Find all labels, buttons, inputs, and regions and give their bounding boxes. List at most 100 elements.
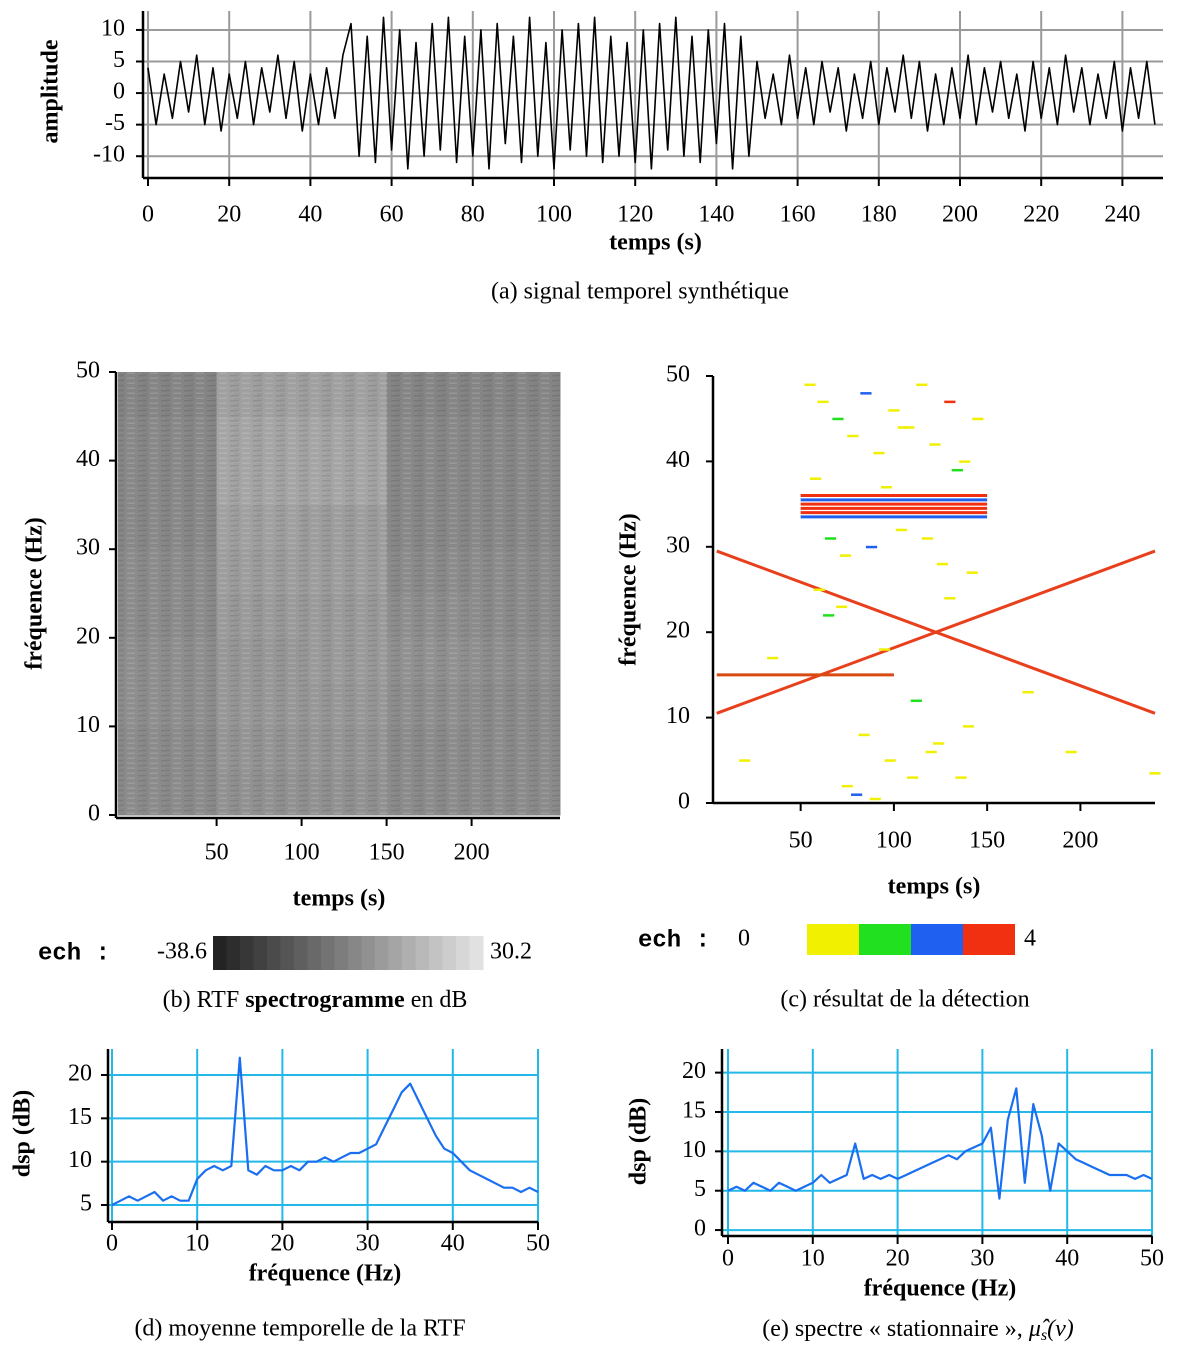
colorbar-step <box>226 936 241 970</box>
detection-dash <box>767 656 779 660</box>
detection-dash <box>906 776 919 779</box>
y-tick-label: 10 <box>68 1147 92 1173</box>
x-tick-label: 160 <box>780 202 816 228</box>
detection-dash <box>847 434 859 438</box>
y-tick-label: 10 <box>76 712 100 738</box>
detection-dash <box>910 699 922 703</box>
y-tick-label: 20 <box>682 1058 706 1084</box>
colorbar-step <box>361 936 376 970</box>
colorbar-title: ech : <box>638 927 710 954</box>
y-tick-label: -5 <box>105 110 125 136</box>
y-axis-title: dsp (dB) <box>626 1098 652 1185</box>
colorbar-step <box>280 936 295 970</box>
x-tick-label: 10 <box>185 1231 209 1257</box>
caption-part: (ν) <box>1047 1316 1074 1342</box>
x-tick-label: 150 <box>969 828 1005 854</box>
colorbar-step <box>267 936 281 970</box>
x-tick-label: 20 <box>886 1246 910 1272</box>
detection-dash <box>936 562 948 566</box>
y-tick-label: 15 <box>682 1097 706 1123</box>
detection-dash <box>1065 750 1077 754</box>
colorbar-step <box>859 924 911 955</box>
detection-dash <box>921 537 934 540</box>
colorbar-step <box>213 936 227 970</box>
colorbar-step <box>469 936 484 970</box>
x-tick-label: 0 <box>142 202 154 228</box>
x-tick-label: 50 <box>205 840 229 866</box>
colorbar-step <box>807 924 859 955</box>
detection-dash <box>836 605 848 609</box>
y-tick-label: 10 <box>101 15 125 41</box>
caption-part: s <box>1041 1327 1047 1344</box>
detection-dash <box>955 776 967 779</box>
y-tick-label: 40 <box>666 447 690 473</box>
detection-dash <box>888 409 900 412</box>
detection-dash <box>873 451 885 455</box>
caption: (b) RTF spectrogramme en dB <box>163 987 468 1013</box>
y-tick-label: 0 <box>694 1216 706 1242</box>
x-tick-label: 100 <box>536 202 572 228</box>
y-tick-label: 40 <box>76 446 100 472</box>
axes-layer: 0 20 40 60 80 100 120 140 160 180 200 220 240-10-505… <box>10 11 1164 1302</box>
colorbar-step <box>456 936 470 970</box>
colorbar-step <box>348 936 362 970</box>
colorbar-max: 4 <box>1024 926 1036 952</box>
y-tick-label: 10 <box>666 703 690 729</box>
detection-dash <box>884 759 896 762</box>
caption-part: en dB <box>411 987 468 1013</box>
detection-dash <box>817 400 829 404</box>
x-tick-label: 50 <box>1140 1246 1164 1272</box>
detection-dash <box>851 793 863 796</box>
colorbar-step <box>415 936 430 970</box>
detection-dash <box>865 545 878 549</box>
colorbar-step <box>963 924 1015 955</box>
y-axis-title: amplitude <box>38 39 64 143</box>
x-axis-title: temps (s) <box>293 886 386 912</box>
x-tick-label: 20 <box>217 202 241 228</box>
x-tick-label: 50 <box>789 828 813 854</box>
caption: (c) résultat de la détection <box>780 987 1029 1013</box>
detection-dash <box>869 797 881 801</box>
grid-layer <box>108 11 1163 1236</box>
y-tick-label: 20 <box>76 623 100 649</box>
detection-dash <box>929 443 941 446</box>
detection-dash <box>813 588 825 591</box>
y-tick-label: 30 <box>666 532 690 558</box>
detection-dash <box>972 417 984 421</box>
colorbar-step <box>240 936 254 970</box>
y-tick-label: 20 <box>68 1061 92 1087</box>
x-tick-label: 150 <box>369 840 405 866</box>
x-tick-label: 30 <box>970 1246 994 1272</box>
x-tick-label: 140 <box>698 202 734 228</box>
colorbar-min: -38.6 <box>157 939 207 965</box>
x-axis-title: temps (s) <box>609 230 702 256</box>
x-tick-label: 40 <box>1055 1246 1079 1272</box>
colorbar-max: 30.2 <box>490 939 532 965</box>
x-tick-label: 50 <box>526 1231 550 1257</box>
detection-dash <box>895 528 907 532</box>
detection-dash <box>858 733 870 737</box>
y-tick-label: 0 <box>113 79 125 105</box>
y-axis-title: fréquence (Hz) <box>22 517 48 670</box>
detection-dash <box>944 400 956 404</box>
caption-part: (b) RTF <box>163 987 240 1013</box>
detection-dash <box>860 392 872 395</box>
colorbar-step <box>307 936 322 970</box>
colorbar-step <box>402 936 416 970</box>
colorbar-step <box>294 936 308 970</box>
x-tick-label: 30 <box>356 1231 380 1257</box>
x-tick-label: 60 <box>380 202 404 228</box>
caption-part: spectrogramme <box>245 987 405 1013</box>
x-tick-label: 40 <box>298 202 322 228</box>
y-tick-label: 50 <box>76 358 100 384</box>
detection-dash <box>824 537 837 540</box>
detection-dash <box>916 383 928 387</box>
x-tick-label: 200 <box>1062 828 1098 854</box>
y-tick-label: 15 <box>68 1104 92 1130</box>
colorbar-step <box>388 936 403 970</box>
colorbar-step <box>334 936 349 970</box>
colorbar-step <box>375 936 389 970</box>
detection-dash <box>878 648 891 651</box>
